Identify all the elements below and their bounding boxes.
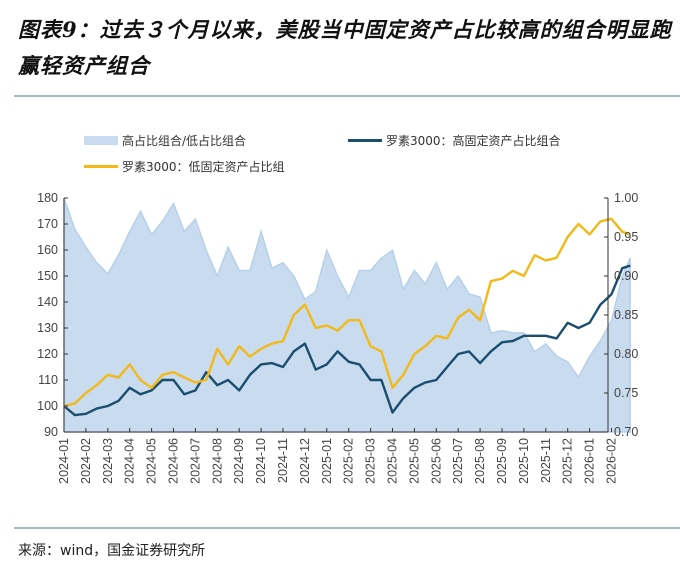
x-tick-label: 2026-01 <box>583 438 597 484</box>
x-tick-label: 2025-06 <box>429 438 443 484</box>
legend-item-low: 罗素3000：低固定资产占比组 <box>84 158 285 175</box>
x-tick-label: 2025-09 <box>495 438 509 484</box>
series-line-low <box>63 217 631 408</box>
y-right-tick-label: 0.85 <box>614 308 638 322</box>
x-tick-label: 2025-08 <box>473 438 487 484</box>
y-right-tick-label: 1.00 <box>614 191 638 205</box>
x-tick-label: 2024-08 <box>210 438 224 484</box>
x-tick-label: 2025-03 <box>364 438 378 484</box>
chart-title: 图表9：过去３个月以来，美股当中固定资产占比较高的组合明显跑赢轻资产组合 <box>18 17 672 78</box>
source-note: 来源：wind，国金证券研究所 <box>18 543 206 559</box>
y-left-tick-label: 170 <box>37 217 58 231</box>
x-tick-label: 2024-11 <box>276 438 290 483</box>
y-right-tick-label: 0.80 <box>614 347 638 361</box>
y-left-tick-label: 140 <box>37 295 58 309</box>
legend-swatch-line <box>84 165 118 168</box>
x-tick-label: 2024-07 <box>188 438 202 484</box>
title-divider <box>14 95 680 97</box>
series-line-high <box>63 264 631 417</box>
x-tick-label: 2024-12 <box>298 438 312 484</box>
y-left-tick-label: 120 <box>37 347 58 361</box>
x-tick-label: 2025-12 <box>561 438 575 484</box>
legend-label: 高占比组合/低占比组合 <box>122 134 247 148</box>
x-tick-label: 2024-04 <box>123 438 137 484</box>
y-left-tick-label: 100 <box>37 399 58 413</box>
legend-label: 罗素3000：高固定资产占比组合 <box>386 134 561 148</box>
x-tick-label: 2025-04 <box>386 438 400 484</box>
x-tick-label: 2024-02 <box>79 438 93 484</box>
x-tick-label: 2024-01 <box>57 438 71 484</box>
x-tick-label: 2026-02 <box>605 438 619 484</box>
legend-label: 罗素3000：低固定资产占比组 <box>122 160 285 174</box>
x-tick-label: 2025-02 <box>342 438 356 484</box>
x-tick-label: 2024-10 <box>254 438 268 484</box>
y-left-tick-label: 180 <box>37 191 58 205</box>
y-left-tick-label: 160 <box>37 243 58 257</box>
x-tick-label: 2024-09 <box>232 438 246 484</box>
y-right-tick-label: 0.70 <box>614 425 638 439</box>
y-right-tick-label: 0.95 <box>614 230 638 244</box>
x-tick-label: 2024-06 <box>167 438 181 484</box>
y-left-tick-label: 90 <box>44 425 58 439</box>
legend-swatch-line <box>348 139 382 142</box>
x-tick-label: 2025-10 <box>517 438 531 484</box>
x-tick-label: 2024-05 <box>145 438 159 484</box>
x-tick-label: 2024-03 <box>101 438 115 484</box>
series-area-ratio <box>63 197 631 433</box>
x-tick-label: 2025-07 <box>451 438 465 484</box>
legend-swatch-area <box>84 136 118 145</box>
x-tick-label: 2025-11 <box>539 438 553 483</box>
footer-divider <box>14 527 680 529</box>
x-tick-label: 2025-05 <box>407 438 421 484</box>
legend-item-ratio: 高占比组合/低占比组合 <box>84 132 246 149</box>
y-right-tick-label: 0.75 <box>614 386 638 400</box>
y-left-tick-label: 150 <box>37 269 58 283</box>
y-left-tick-label: 130 <box>37 321 58 335</box>
legend-item-high: 罗素3000：高固定资产占比组合 <box>348 132 561 149</box>
y-left-tick-label: 110 <box>38 373 58 387</box>
x-tick-label: 2025-01 <box>320 438 334 484</box>
y-right-tick-label: 0.90 <box>614 269 638 283</box>
